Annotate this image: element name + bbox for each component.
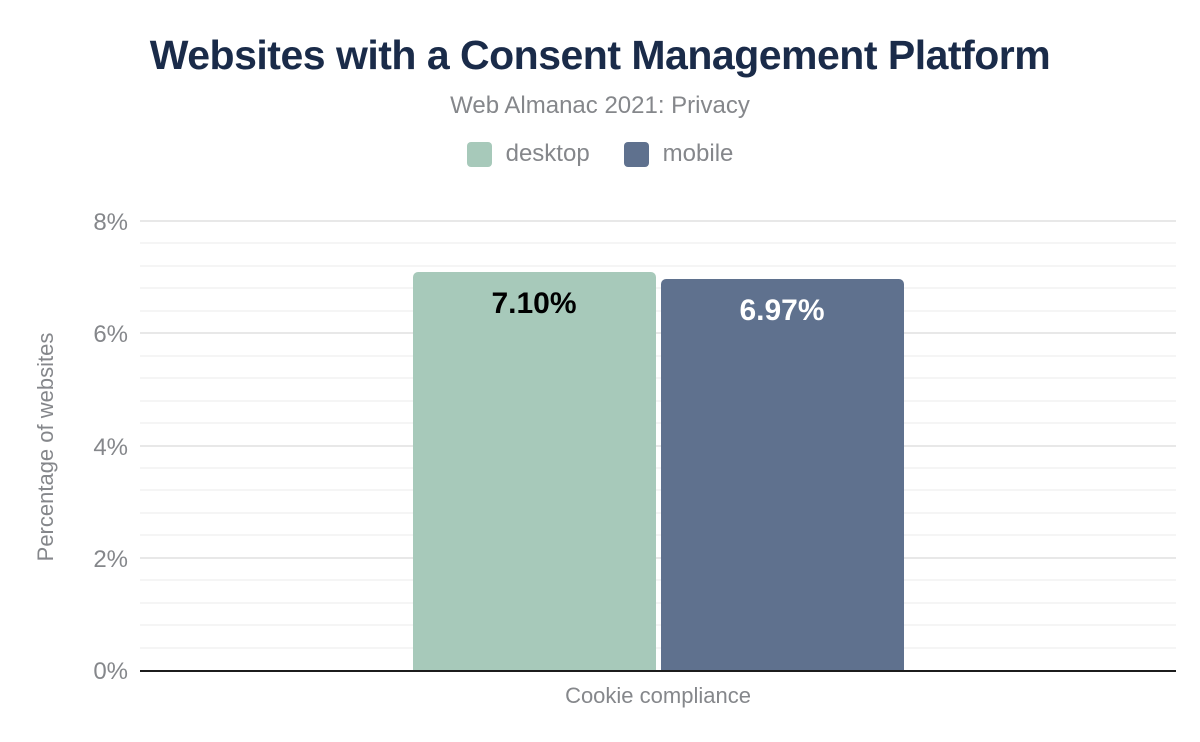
minor-gridline [140,242,1176,245]
minor-gridline [140,264,1176,267]
y-axis-tick-label: 2% [93,545,128,573]
minor-gridline [140,579,1176,582]
y-axis-tick-label: 8% [93,209,128,236]
chart-subtitle: Web Almanac 2021: Privacy [450,92,750,119]
minor-gridline [140,646,1176,649]
x-axis-category-label: Cookie compliance [565,683,751,708]
major-gridline [140,556,1176,559]
desktop-swatch-icon [466,141,492,167]
minor-gridline [140,422,1176,425]
minor-gridline [140,511,1176,514]
minor-gridline [140,534,1176,537]
bar-value-label-mobile: 6.97% [739,293,825,327]
y-axis-tick-label: 4% [93,433,128,461]
y-axis-tick-label: 6% [93,321,128,349]
plot-area: 7.10% 6.97% [140,220,1176,672]
major-gridline [140,220,1176,222]
minor-gridline [140,287,1176,290]
bar-desktop[interactable]: 7.10% [412,271,656,670]
minor-gridline [140,399,1176,402]
legend-label-desktop: desktop [505,140,590,167]
legend-item-mobile[interactable]: mobile [623,140,734,168]
minor-gridline [140,377,1176,380]
legend-item-desktop[interactable]: desktop [466,140,590,168]
chart-title: Websites with a Consent Management Platf… [149,32,1051,78]
y-axis-tick-label: 0% [93,658,128,685]
major-gridline [140,332,1176,335]
legend: desktop mobile [0,140,1200,168]
minor-gridline [140,601,1176,604]
minor-gridline [140,624,1176,627]
minor-gridline [140,354,1176,357]
minor-gridline [140,489,1176,492]
minor-gridline [140,309,1176,312]
minor-gridline [140,466,1176,469]
legend-label-mobile: mobile [662,140,734,167]
mobile-swatch-icon [623,141,649,167]
bar-mobile[interactable]: 6.97% [660,278,904,670]
major-gridline [140,444,1176,447]
bar-value-label-desktop: 7.10% [491,286,577,320]
